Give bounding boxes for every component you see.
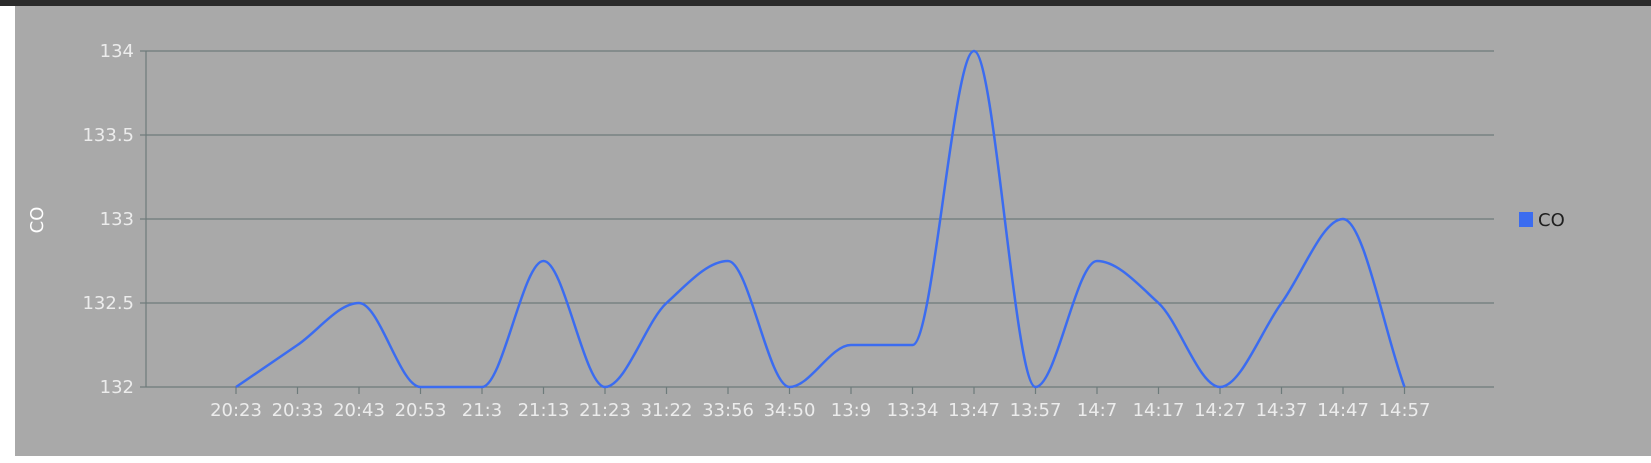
x-tick-label: 13:47 xyxy=(948,400,1000,421)
x-tick-label: 13:57 xyxy=(1010,400,1062,421)
legend[interactable]: CO xyxy=(1519,210,1565,231)
y-tick-label: 133.5 xyxy=(82,125,134,146)
x-tick-label: 20:43 xyxy=(333,400,385,421)
x-axis: 20:23 20:33 20:43 20:53 21:3 21:13 21:23 31:22 3… xyxy=(210,387,1430,421)
x-tick-label: 14:57 xyxy=(1379,400,1431,421)
x-tick-label: 20:33 xyxy=(272,400,324,421)
x-tick-label: 14:7 xyxy=(1077,400,1117,421)
x-tick-label: 21:23 xyxy=(579,400,631,421)
x-tick-label: 21:3 xyxy=(462,400,502,421)
x-tick-label: 14:47 xyxy=(1317,400,1369,421)
chart-panel xyxy=(15,6,1651,456)
x-tick-label: 20:53 xyxy=(395,400,447,421)
x-tick-label: 31:22 xyxy=(641,400,693,421)
x-tick-label: 21:13 xyxy=(518,400,570,421)
series-layer xyxy=(235,49,1406,389)
x-tick-label: 14:27 xyxy=(1194,400,1246,421)
x-tick-label: 34:50 xyxy=(764,400,816,421)
x-tick-label: 13:34 xyxy=(887,400,939,421)
x-tick-label: 13:9 xyxy=(831,400,871,421)
y-axis-label: CO xyxy=(27,207,48,234)
x-tick-label: 20:23 xyxy=(210,400,262,421)
x-tick-label: 14:37 xyxy=(1256,400,1308,421)
x-tick-label: 33:56 xyxy=(702,400,754,421)
y-tick-label: 132.5 xyxy=(82,293,134,314)
grid-lines xyxy=(146,50,1494,388)
legend-swatch-co xyxy=(1519,212,1533,227)
top-bar xyxy=(0,0,1651,6)
legend-label-co: CO xyxy=(1538,210,1565,231)
y-tick-label: 134 xyxy=(100,41,134,62)
series-line-co[interactable] xyxy=(235,49,1406,389)
y-tick-label: 132 xyxy=(100,377,134,398)
x-tick-label: 14:17 xyxy=(1133,400,1185,421)
y-tick-label: 133 xyxy=(100,209,134,230)
y-axis: 132 132.5 133 133.5 134 xyxy=(82,41,147,398)
